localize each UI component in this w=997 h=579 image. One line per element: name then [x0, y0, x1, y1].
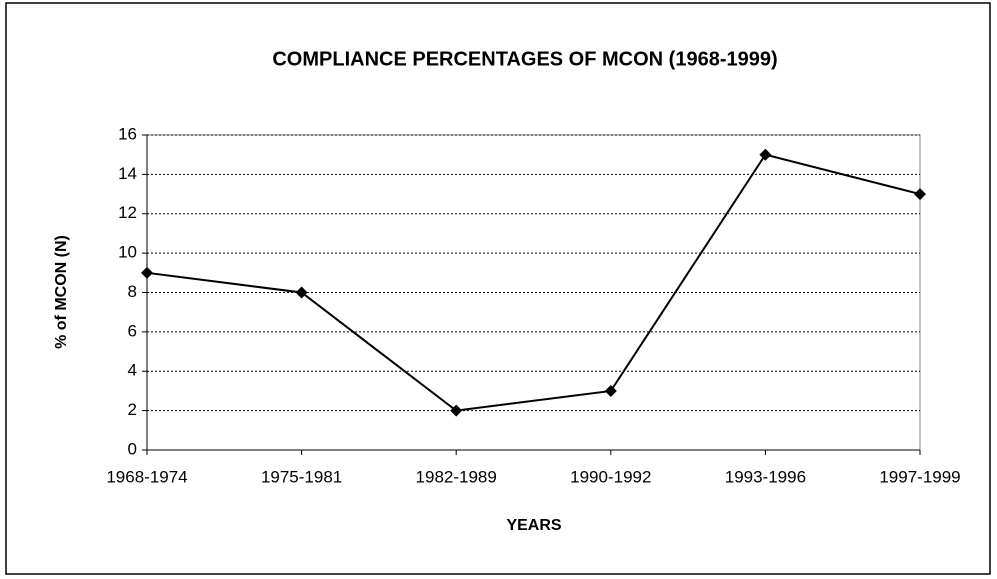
y-axis-title: % of MCON (N)	[53, 235, 70, 349]
data-point	[604, 384, 617, 397]
series-line	[146, 153, 921, 412]
y-tick-label: 0	[128, 439, 137, 458]
data-point	[141, 266, 153, 279]
y-tick-label: 2	[128, 400, 137, 419]
y-tick-label: 14	[118, 164, 137, 183]
y-tick-label: 16	[118, 124, 137, 143]
data-point	[759, 148, 772, 161]
x-tick-label: 1990-1992	[570, 467, 651, 486]
x-tick-label: 1968-1974	[106, 467, 187, 486]
y-tick-label: 6	[128, 321, 137, 340]
y-tick-label: 4	[128, 361, 137, 380]
x-tick-label: 1975-1981	[261, 467, 342, 486]
y-tick-label: 12	[118, 203, 137, 222]
y-tick-label: 8	[128, 282, 137, 301]
x-axis-title: YEARS	[506, 517, 561, 534]
data-point	[295, 286, 308, 299]
y-tick-label: 10	[118, 243, 137, 262]
x-tick-label: 1997-1999	[879, 467, 960, 486]
chart-title: COMPLIANCE PERCENTAGES OF MCON (1968-199…	[272, 48, 777, 70]
x-tick-label: 1982-1989	[416, 467, 497, 486]
data-point	[914, 188, 926, 201]
x-tick-label: 1993-1996	[725, 467, 806, 486]
data-point	[450, 404, 463, 417]
